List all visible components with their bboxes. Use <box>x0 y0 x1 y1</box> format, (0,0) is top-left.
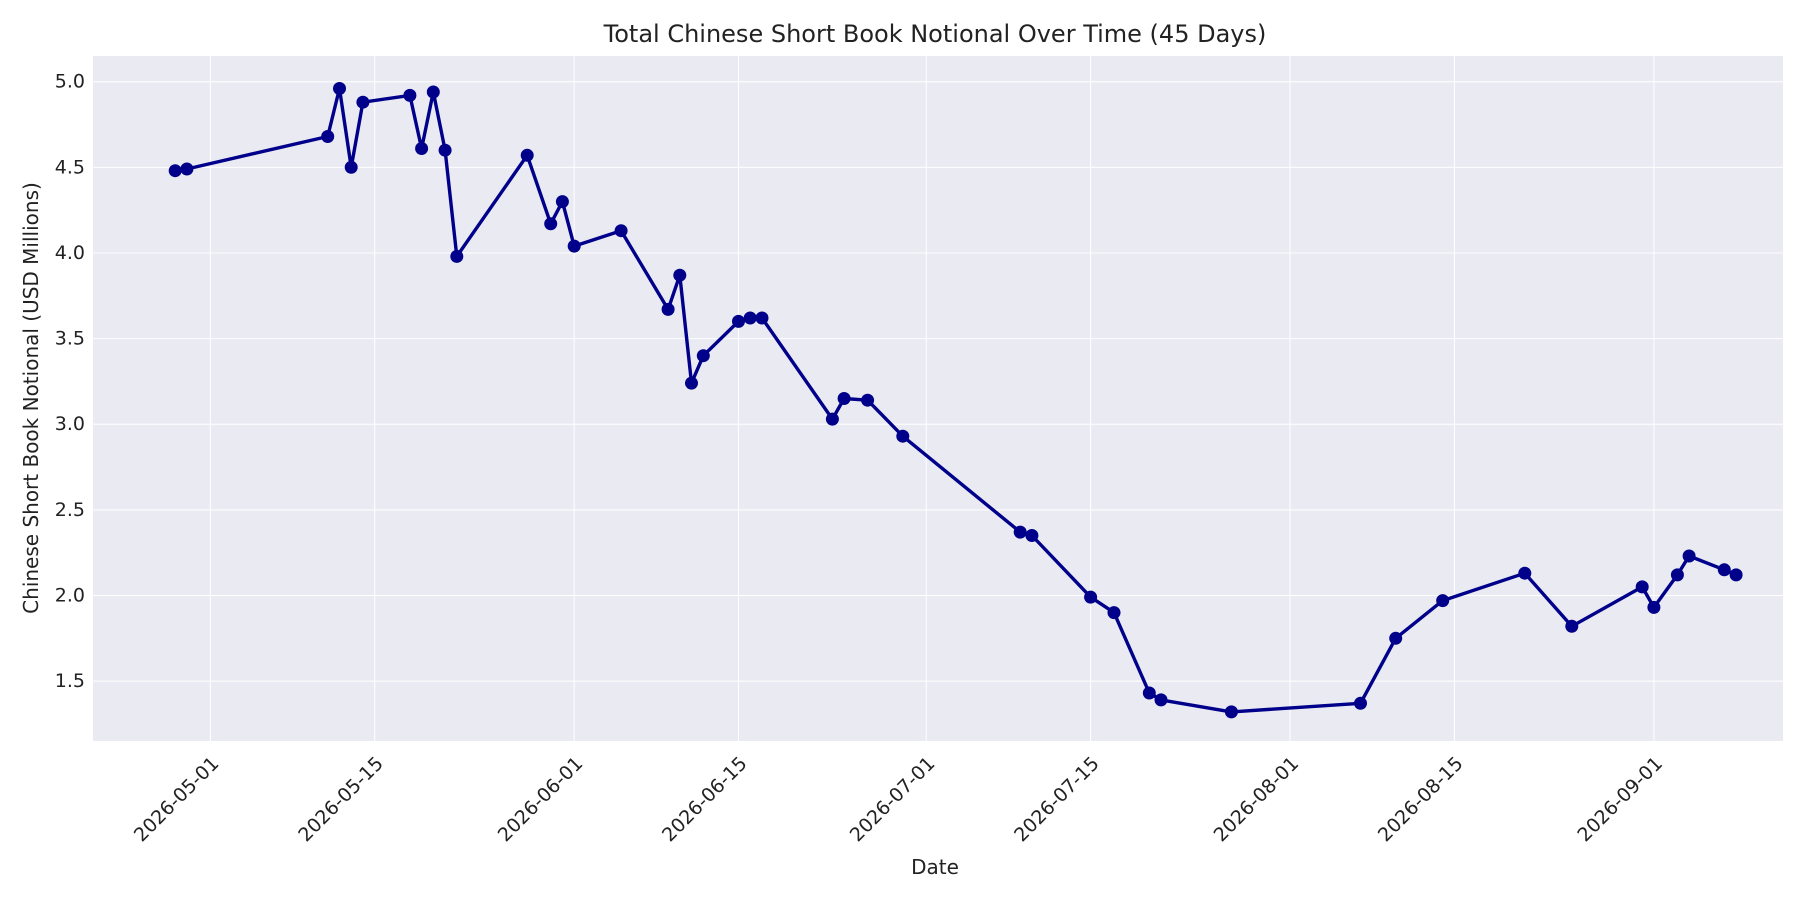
data-point <box>1565 619 1579 633</box>
plot-area <box>93 56 1783 741</box>
y-axis-ticks: 1.5 2.0 2.5 3.0 3.5 4.0 4.5 5.0 <box>55 71 85 692</box>
data-point <box>732 314 745 328</box>
data-point <box>1389 631 1403 645</box>
data-point <box>1436 594 1450 608</box>
data-point <box>837 392 851 405</box>
data-point <box>1154 693 1168 707</box>
data-point <box>356 95 370 109</box>
x-tick-label: 2026-07-15 <box>1010 753 1104 847</box>
data-point <box>544 217 558 231</box>
data-point <box>896 429 910 443</box>
y-axis-label: Chinese Short Book Notional (USD Million… <box>19 182 43 614</box>
y-tick-label: 3.5 <box>55 328 85 350</box>
data-point <box>1670 568 1684 582</box>
data-point <box>1013 525 1027 539</box>
data-point <box>403 88 417 102</box>
y-tick-label: 1.5 <box>55 670 85 692</box>
y-tick-label: 2.0 <box>55 584 85 606</box>
data-point <box>1717 563 1731 577</box>
data-point <box>1354 696 1367 710</box>
x-tick-label: 2026-06-01 <box>494 753 588 847</box>
chart-title: Total Chinese Short Book Notional Over T… <box>603 20 1267 48</box>
data-point <box>755 311 769 325</box>
data-point <box>861 393 875 407</box>
series-points <box>168 82 1743 719</box>
y-tick-label: 3.0 <box>55 413 85 435</box>
x-tick-label: 2026-07-01 <box>846 753 940 847</box>
data-point <box>450 249 464 263</box>
data-point <box>415 142 429 155</box>
x-tick-label: 2026-05-15 <box>294 753 388 847</box>
y-tick-label: 5.0 <box>55 71 85 93</box>
data-point <box>743 311 757 325</box>
data-point <box>438 143 452 157</box>
data-point <box>426 85 440 99</box>
data-point <box>1084 590 1098 604</box>
data-point <box>673 268 687 282</box>
data-point <box>333 82 346 95</box>
data-point <box>1142 686 1156 700</box>
data-point <box>180 162 194 176</box>
data-point <box>1729 568 1743 582</box>
x-tick-label: 2026-09-01 <box>1573 753 1667 847</box>
data-point <box>321 130 335 143</box>
data-point <box>685 376 698 390</box>
y-tick-label: 4.5 <box>55 156 85 178</box>
data-point <box>614 224 628 238</box>
y-tick-label: 4.0 <box>55 242 85 264</box>
x-axis-ticks: 2026-05-01 2026-05-15 2026-06-01 2026-06-15… <box>130 753 1667 847</box>
x-tick-label: 2026-08-15 <box>1374 753 1468 847</box>
data-point <box>661 302 675 316</box>
data-point <box>1107 606 1121 620</box>
data-point <box>1518 566 1532 580</box>
data-point <box>1682 549 1696 563</box>
data-point <box>696 349 710 363</box>
data-point <box>1025 529 1039 542</box>
data-point <box>344 160 358 174</box>
data-point <box>825 412 839 426</box>
x-tick-label: 2026-06-15 <box>658 753 752 847</box>
x-tick-label: 2026-08-01 <box>1210 753 1304 847</box>
data-point <box>555 195 569 209</box>
data-point <box>1647 600 1661 614</box>
data-point <box>1635 580 1649 594</box>
x-tick-label: 2026-05-01 <box>130 753 224 847</box>
y-tick-label: 2.5 <box>55 499 85 521</box>
data-point <box>567 239 581 253</box>
data-point <box>168 164 182 178</box>
x-axis-label: Date <box>911 855 959 879</box>
data-point <box>1224 705 1238 719</box>
data-point <box>520 148 534 162</box>
grid <box>93 56 1783 741</box>
